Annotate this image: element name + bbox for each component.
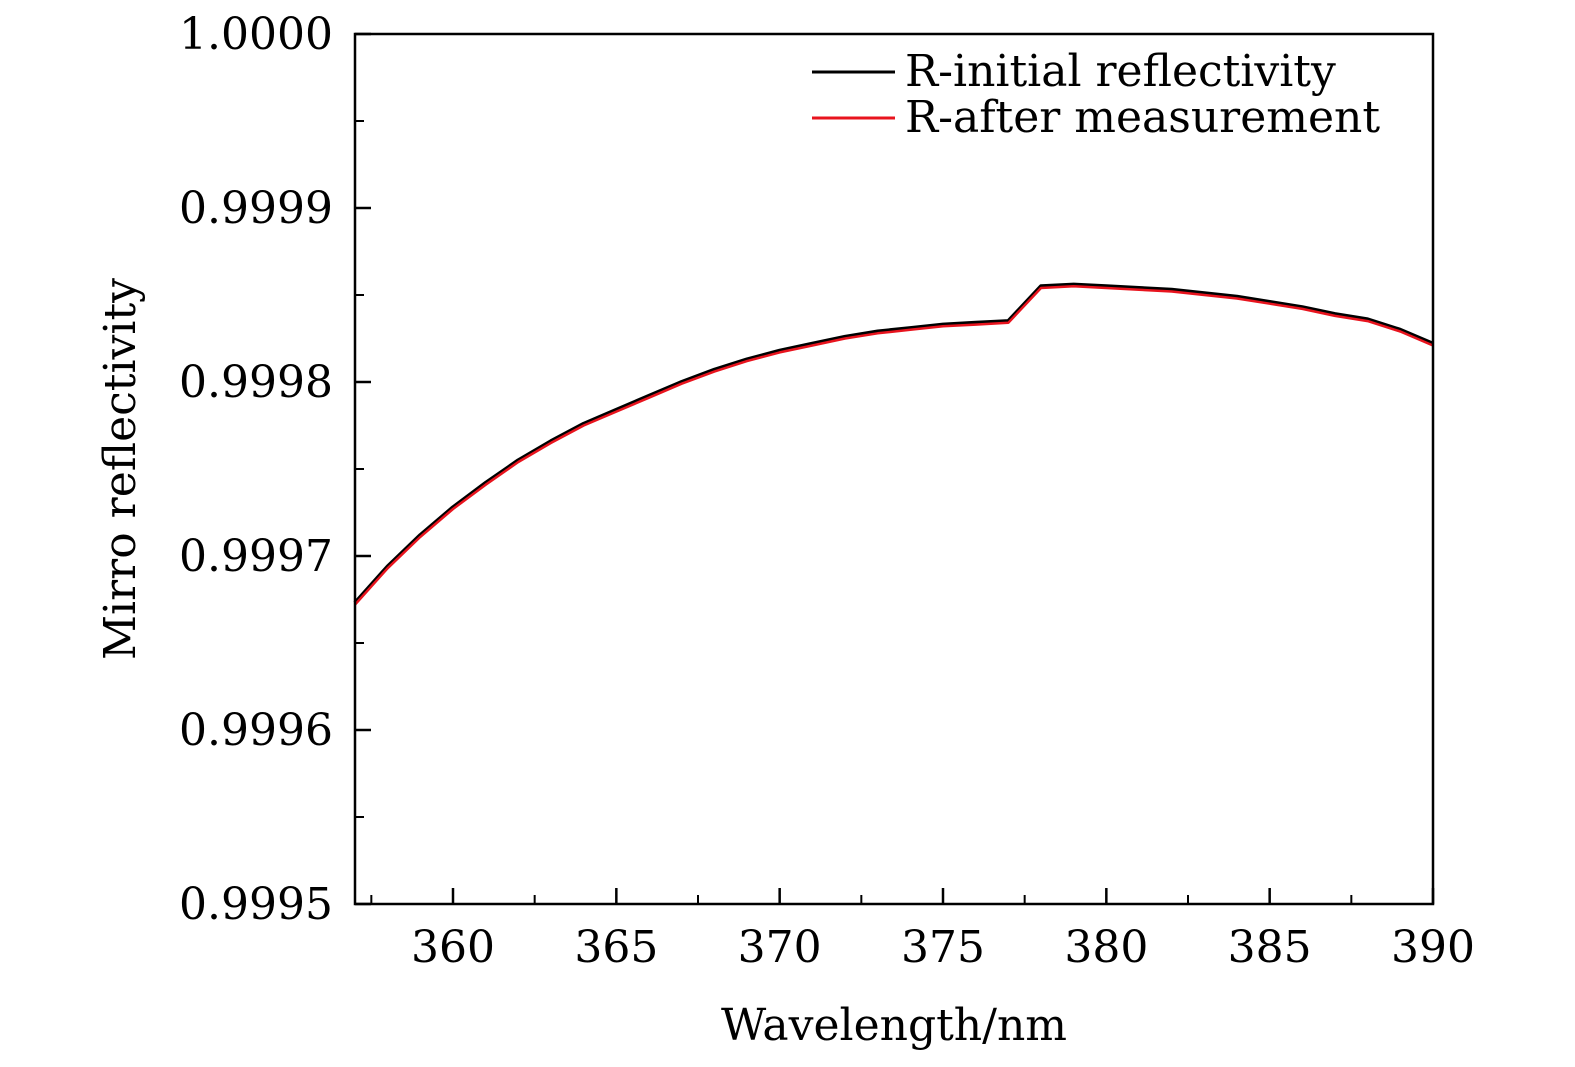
x-axis-title: Wavelength/nm [721, 1000, 1067, 1051]
legend: R-initial reflectivity R-after measureme… [812, 46, 1380, 143]
minor-ticks [355, 120, 1353, 904]
y-tick-label: 0.9995 [179, 879, 333, 930]
legend-label-initial: R-initial reflectivity [905, 46, 1336, 97]
y-axis-title: Mirro reflectivity [95, 278, 146, 660]
x-tick-label: 380 [1064, 922, 1148, 973]
x-tick-label: 375 [901, 922, 985, 973]
legend-label-after: R-after measurement [905, 92, 1380, 143]
x-tick-label: 360 [411, 922, 495, 973]
x-tick-label: 365 [574, 922, 658, 973]
y-tick-label: 0.9997 [179, 531, 333, 582]
x-tick-label: 390 [1391, 922, 1475, 973]
x-tick-label: 385 [1228, 922, 1312, 973]
series-line-after [354, 285, 1434, 606]
plot-frame [353, 32, 1435, 906]
x-tick-labels: 360 365 370 375 380 385 390 [411, 922, 1475, 973]
major-ticks [355, 32, 1435, 906]
y-tick-labels: 0.9995 0.9996 0.9997 0.9998 0.9999 1.0000 [179, 9, 333, 930]
y-tick-label: 0.9998 [179, 357, 333, 408]
series-layer [353, 282, 1434, 606]
y-tick-label: 0.9999 [179, 183, 333, 234]
series-line-initial [353, 282, 1434, 605]
y-tick-label: 1.0000 [179, 9, 333, 60]
x-tick-label: 370 [738, 922, 822, 973]
y-tick-label: 0.9996 [179, 705, 333, 756]
